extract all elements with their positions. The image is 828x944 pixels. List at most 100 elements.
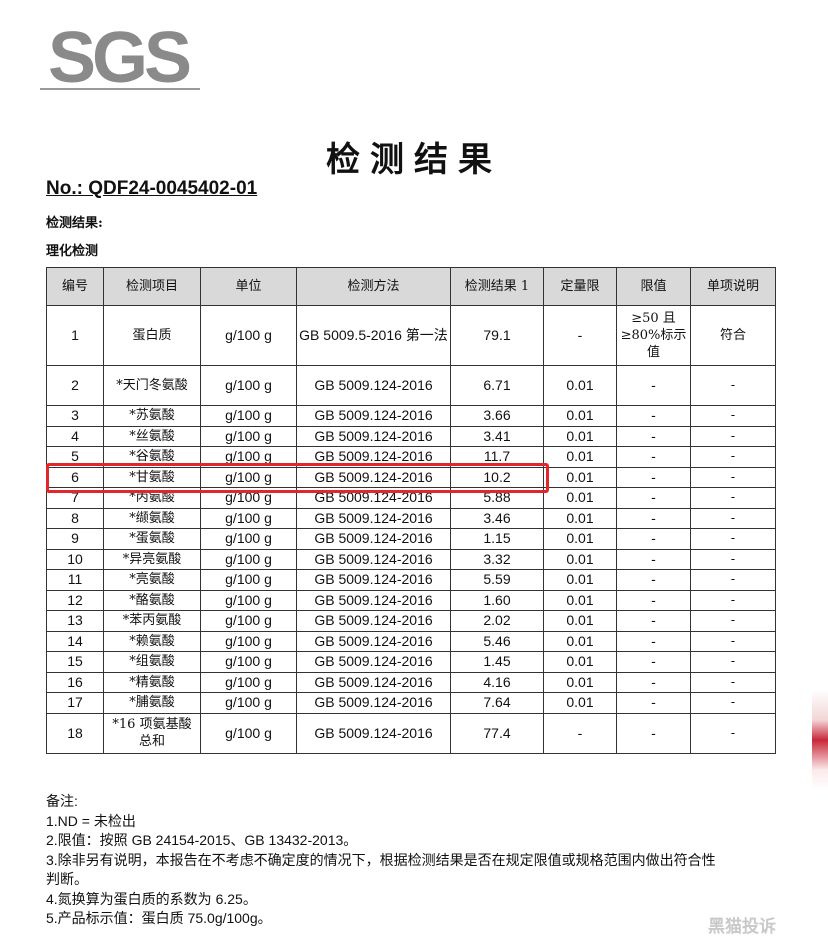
table-cell: g/100 g <box>200 528 297 550</box>
table-cell: *精氨酸 <box>103 671 201 693</box>
table-row: 1 蛋白质 g/100 g GB 5009.5-2016 第一法 79.1- ≥50 且 … <box>46 305 776 366</box>
table-cell: g/100 g <box>200 651 297 673</box>
table-cell: *16 项氨基酸总和 <box>103 712 201 754</box>
table-cell: 0.01 <box>543 425 617 447</box>
table-cell: g/100 g <box>200 507 297 529</box>
table-cell: GB 5009.124-2016 <box>296 425 451 447</box>
column-header: 单项说明 <box>690 267 776 306</box>
table-cell: - <box>690 446 776 468</box>
notes: 备注: 1.ND = 未检出 2.限值：按照 GB 24154-2015、GB 13… <box>46 792 716 929</box>
table-row: 16 *精氨酸 g/100 g GB 5009.124-2016 4.16 0.01- - <box>46 671 776 693</box>
table-cell: GB 5009.124-2016 <box>296 712 451 754</box>
table-cell: *组氨酸 <box>103 651 201 673</box>
table-cell: GB 5009.124-2016 <box>296 589 451 611</box>
table-cell: *苏氨酸 <box>103 405 201 427</box>
column-header: 单位 <box>200 267 297 306</box>
table-cell: - <box>616 365 691 406</box>
table-cell: *异亮氨酸 <box>103 548 201 570</box>
table-cell: GB 5009.124-2016 <box>296 569 451 591</box>
table-cell: g/100 g <box>200 589 297 611</box>
table-cell: 12 <box>46 589 104 611</box>
table-cell: *丝氨酸 <box>103 425 201 447</box>
table-cell: 7.64 <box>450 692 544 714</box>
table-cell: 0.01 <box>543 548 617 570</box>
table-row: 11 *亮氨酸 g/100 g GB 5009.124-2016 5.59 0.01- - <box>46 569 776 591</box>
table-cell: 0.01 <box>543 692 617 714</box>
table-cell: g/100 g <box>200 630 297 652</box>
table-cell: - <box>690 487 776 509</box>
note-line: 备注: <box>46 793 78 809</box>
table-cell: - <box>616 487 691 509</box>
table-cell: 2.02 <box>450 610 544 632</box>
table-cell: 1 <box>46 305 104 366</box>
table-cell: g/100 g <box>200 671 297 693</box>
column-header: 编号 <box>46 267 104 306</box>
table-cell: - <box>616 630 691 652</box>
table-cell: g/100 g <box>200 425 297 447</box>
table-cell: - <box>616 466 691 488</box>
table-cell: 15 <box>46 651 104 673</box>
table-cell: 0.01 <box>543 569 617 591</box>
table-cell: 8 <box>46 507 104 529</box>
table-cell: g/100 g <box>200 446 297 468</box>
table-row: 10 *异亮氨酸 g/100 g GB 5009.124-2016 3.32 0.01- - <box>46 548 776 570</box>
table-cell: 符合 <box>690 305 776 366</box>
table-row: 4 *丝氨酸 g/100 g GB 5009.124-2016 3.41 0.01- - <box>46 425 776 447</box>
table-cell: 10 <box>46 548 104 570</box>
table-row: 12 *酪氨酸 g/100 g GB 5009.124-2016 1.60 0.01- - <box>46 589 776 611</box>
table-cell: 3.46 <box>450 507 544 529</box>
table-cell: - <box>690 692 776 714</box>
table-cell: 3.32 <box>450 548 544 570</box>
table-cell: - <box>690 425 776 447</box>
table-cell: - <box>616 569 691 591</box>
table-cell: *缬氨酸 <box>103 507 201 529</box>
table-cell: *甘氨酸 <box>103 466 201 488</box>
table-cell: g/100 g <box>200 405 297 427</box>
highlight-box <box>46 463 549 493</box>
table-cell: 18 <box>46 712 104 754</box>
table-row: 3 *苏氨酸 g/100 g GB 5009.124-2016 3.66 0.01- - <box>46 405 776 427</box>
table-cell: 0.01 <box>543 507 617 529</box>
table-cell: GB 5009.124-2016 <box>296 610 451 632</box>
table-cell: 79.1 <box>450 305 544 366</box>
table-cell: 0.01 <box>543 487 617 509</box>
table-cell: - <box>616 446 691 468</box>
table-cell: GB 5009.124-2016 <box>296 405 451 427</box>
table-cell: - <box>690 466 776 488</box>
report-number: No.: QDF24-0045402-01 <box>46 178 258 199</box>
table-cell: 2 <box>46 365 104 406</box>
table-cell: GB 5009.124-2016 <box>296 671 451 693</box>
table-cell: - <box>690 528 776 550</box>
table-cell: GB 5009.124-2016 <box>296 651 451 673</box>
column-header: 限值 <box>616 267 691 306</box>
column-header: 检测结果 1 <box>450 267 544 306</box>
table-cell: - <box>616 671 691 693</box>
table-cell: - <box>616 425 691 447</box>
note-line: 判断。 <box>46 871 88 887</box>
column-header: 检测项目 <box>103 267 201 306</box>
side-decoration <box>812 690 828 790</box>
table-row: 13 *苯丙氨酸 g/100 g GB 5009.124-2016 2.02 0.01- - <box>46 610 776 632</box>
logo-underline <box>40 88 200 90</box>
table-cell: 9 <box>46 528 104 550</box>
table-cell: g/100 g <box>200 365 297 406</box>
table-row: 18 *16 项氨基酸总和 g/100 g GB 5009.124-2016 77.4-… <box>46 712 776 754</box>
table-cell: 0.01 <box>543 365 617 406</box>
table-cell: GB 5009.124-2016 <box>296 548 451 570</box>
table-cell: 4.16 <box>450 671 544 693</box>
table-cell: *天门冬氨酸 <box>103 365 201 406</box>
table-cell: GB 5009.124-2016 <box>296 692 451 714</box>
table-cell: 蛋白质 <box>103 305 201 366</box>
section-label: 理化检测 <box>46 244 99 259</box>
table-cell: 5.59 <box>450 569 544 591</box>
table-cell: 0.01 <box>543 630 617 652</box>
table-cell: GB 5009.5-2016 第一法 <box>296 305 451 366</box>
table-cell: g/100 g <box>200 692 297 714</box>
table-cell: 11 <box>46 569 104 591</box>
table-cell: - <box>690 507 776 529</box>
table-cell: ≥50 且 ≥80%标示值 <box>616 305 691 366</box>
table-cell: 0.01 <box>543 671 617 693</box>
table-cell: - <box>690 589 776 611</box>
table-cell: 1.45 <box>450 651 544 673</box>
